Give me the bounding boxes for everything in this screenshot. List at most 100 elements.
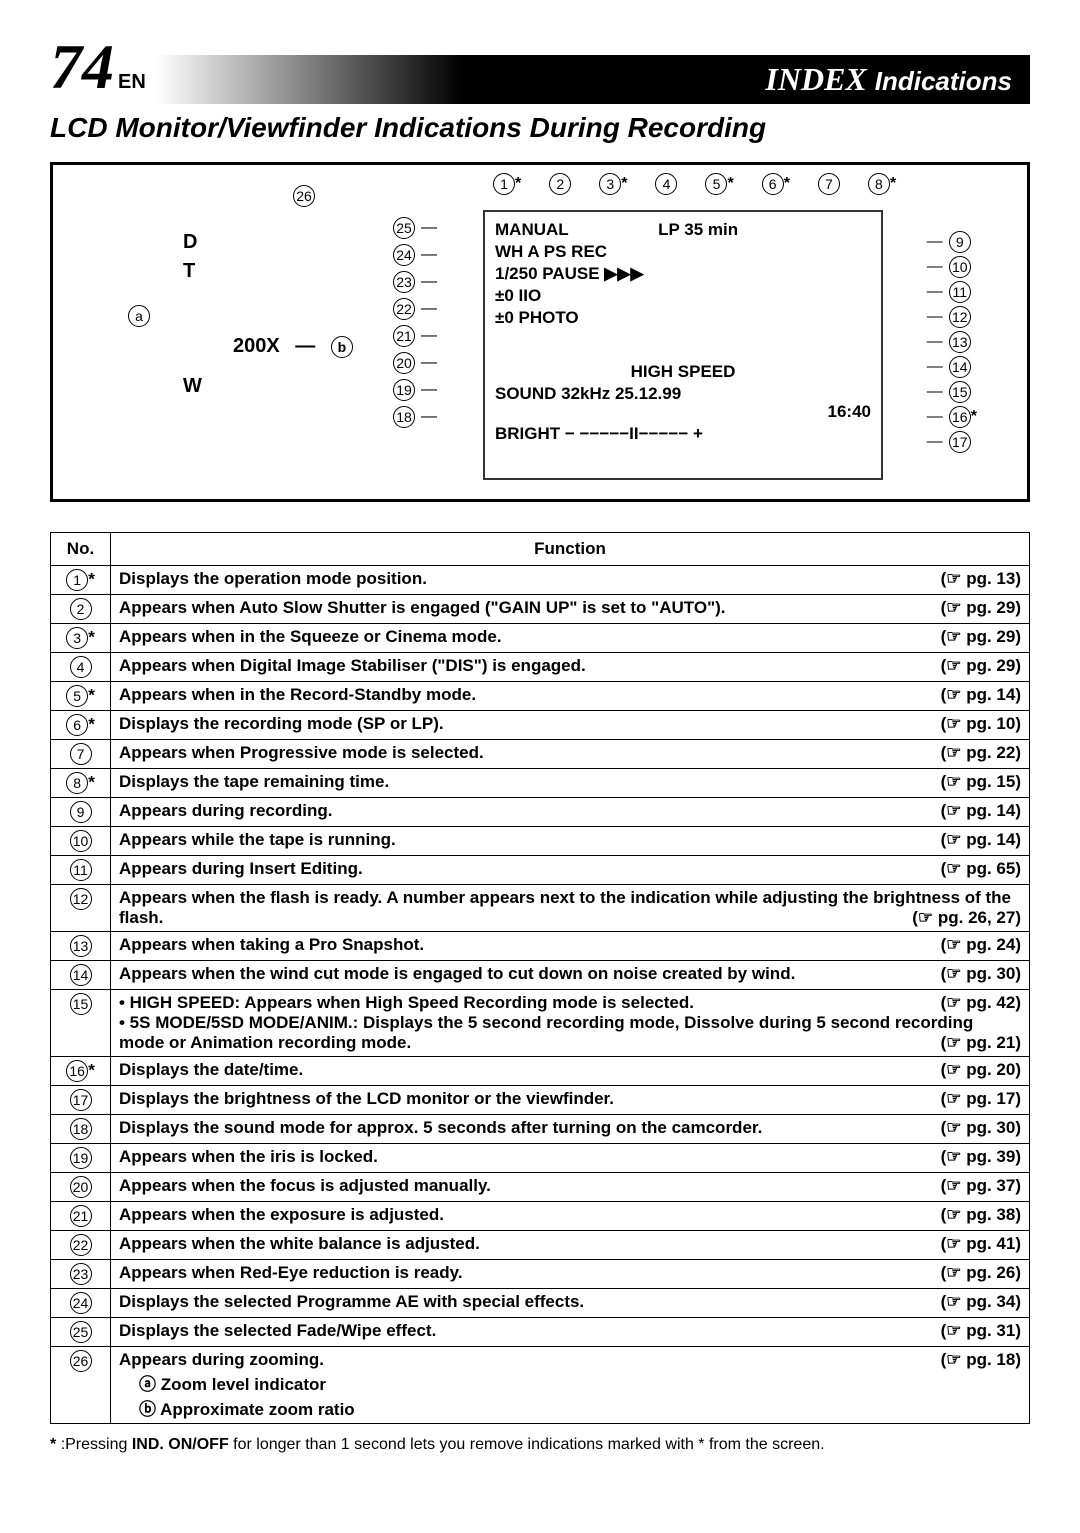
page-number: 74EN [50,30,146,104]
row-function: Appears when the wind cut mode is engage… [111,961,1030,990]
col-function: Function [111,533,1030,566]
left-callouts: 25—24—23—22—21—20—19—18— [393,217,437,428]
row-function: Appears when the exposure is adjusted.(☞… [111,1202,1030,1231]
table-row: 21Appears when the exposure is adjusted.… [51,1202,1030,1231]
table-row: 11Appears during Insert Editing.(☞ pg. 6… [51,856,1030,885]
callout-6: 6* [762,173,790,195]
table-row: 12Appears when the flash is ready. A num… [51,885,1030,932]
table-row: 10Appears while the tape is running.(☞ p… [51,827,1030,856]
row-function: Appears when the white balance is adjust… [111,1231,1030,1260]
row-number: 11 [51,856,111,885]
top-callouts: 1*23*45*6*78* [493,173,896,195]
row-number: 21 [51,1202,111,1231]
callout-16: —16* [927,406,977,428]
callout-7: 7 [818,173,840,195]
callout-26: 26 [293,185,315,207]
row-function: Displays the brightness of the LCD monit… [111,1086,1030,1115]
table-row: 15• HIGH SPEED: Appears when High Speed … [51,990,1030,1057]
table-row: 19Appears when the iris is locked.(☞ pg.… [51,1144,1030,1173]
row-number: 17 [51,1086,111,1115]
callout-14: —14 [927,356,977,378]
row-function: Appears when Digital Image Stabiliser ("… [111,653,1030,682]
callout-17: —17 [927,431,977,453]
table-row: 16*Displays the date/time.(☞ pg. 20) [51,1057,1030,1086]
footnote: * :Pressing IND. ON/OFF for longer than … [50,1436,1030,1454]
row-number: 5* [51,682,111,711]
callout-1: 1* [493,173,521,195]
row-function: Displays the selected Programme AE with … [111,1289,1030,1318]
table-row: 26Appears during zooming.(☞ pg. 18)ⓐ Zoo… [51,1347,1030,1424]
callout-25: 25— [393,217,437,239]
callout-4: 4 [655,173,677,195]
row-number: 9 [51,798,111,827]
w-label: W [183,375,202,398]
table-row: 13Appears when taking a Pro Snapshot.(☞ … [51,932,1030,961]
row-function: Appears when the flash is ready. A numbe… [111,885,1030,932]
callout-23: 23— [393,271,437,293]
callout-8: 8* [868,173,896,195]
callout-19: 19— [393,379,437,401]
table-row: 20Appears when the focus is adjusted man… [51,1173,1030,1202]
callout-24: 24— [393,244,437,266]
table-row: 2Appears when Auto Slow Shutter is engag… [51,595,1030,624]
row-function: Appears when the iris is locked.(☞ pg. 3… [111,1144,1030,1173]
function-table: No. Function 1*Displays the operation mo… [50,532,1030,1424]
row-function: Appears while the tape is running.(☞ pg.… [111,827,1030,856]
row-function: Displays the recording mode (SP or LP).(… [111,711,1030,740]
table-row: 9Appears during recording.(☞ pg. 14) [51,798,1030,827]
row-function: Appears when Red-Eye reduction is ready.… [111,1260,1030,1289]
callout-3: 3* [599,173,627,195]
row-number: 10 [51,827,111,856]
index-title: INDEXIndications [156,55,1030,104]
row-function: Displays the tape remaining time.(☞ pg. … [111,769,1030,798]
section-subtitle: LCD Monitor/Viewfinder Indications Durin… [50,112,1030,144]
callout-18: 18— [393,406,437,428]
row-number: 24 [51,1289,111,1318]
callout-13: —13 [927,331,977,353]
row-function: Appears when Auto Slow Shutter is engage… [111,595,1030,624]
table-row: 23Appears when Red-Eye reduction is read… [51,1260,1030,1289]
row-number: 16* [51,1057,111,1086]
callout-12: —12 [927,306,977,328]
row-function: Displays the date/time.(☞ pg. 20) [111,1057,1030,1086]
row-number: 19 [51,1144,111,1173]
row-function: • HIGH SPEED: Appears when High Speed Re… [111,990,1030,1057]
viewfinder-box: MANUAL LP 35 min WH A PS REC 1/250 PAUSE… [483,210,883,480]
row-function: Appears when Progressive mode is selecte… [111,740,1030,769]
row-number: 20 [51,1173,111,1202]
row-number: 14 [51,961,111,990]
row-function: Displays the operation mode position.(☞ … [111,566,1030,595]
callout-22: 22— [393,298,437,320]
row-number: 18 [51,1115,111,1144]
row-number: 23 [51,1260,111,1289]
row-function: Appears during recording.(☞ pg. 14) [111,798,1030,827]
row-number: 7 [51,740,111,769]
row-function: Appears when the focus is adjusted manua… [111,1173,1030,1202]
table-row: 3*Appears when in the Squeeze or Cinema … [51,624,1030,653]
callout-15: —15 [927,381,977,403]
row-function: Appears when taking a Pro Snapshot.(☞ pg… [111,932,1030,961]
zoom-labels: D T [183,225,197,289]
table-row: 1*Displays the operation mode position.(… [51,566,1030,595]
row-function: Appears during Insert Editing.(☞ pg. 65) [111,856,1030,885]
callout-a: a [128,305,150,327]
col-no: No. [51,533,111,566]
row-number: 22 [51,1231,111,1260]
lcd-diagram: 1*23*45*6*78* 26 25—24—23—22—21—20—19—18… [50,162,1030,502]
callout-11: —11 [927,281,977,303]
row-number: 3* [51,624,111,653]
row-function: Appears when in the Record-Standby mode.… [111,682,1030,711]
table-row: 6*Displays the recording mode (SP or LP)… [51,711,1030,740]
row-number: 12 [51,885,111,932]
row-function: Displays the sound mode for approx. 5 se… [111,1115,1030,1144]
row-function: Appears during zooming.(☞ pg. 18)ⓐ Zoom … [111,1347,1030,1424]
row-number: 15 [51,990,111,1057]
row-number: 26 [51,1347,111,1424]
row-number: 6* [51,711,111,740]
row-number: 8* [51,769,111,798]
row-number: 2 [51,595,111,624]
row-number: 4 [51,653,111,682]
callout-21: 21— [393,325,437,347]
row-number: 13 [51,932,111,961]
row-number: 1* [51,566,111,595]
